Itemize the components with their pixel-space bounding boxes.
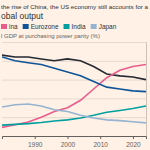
- grid-line: [2, 80, 146, 81]
- series-line: [2, 104, 146, 123]
- x-tick-label: 2000: [61, 141, 76, 148]
- x-tick-mark: [35, 136, 36, 139]
- y-axis-line: [2, 43, 147, 137]
- legend-swatch: [23, 24, 29, 29]
- x-tick-label: 1990: [28, 141, 43, 148]
- legend-label: Eurozone: [31, 23, 59, 30]
- title: the rise of China, the US economy still …: [1, 3, 148, 10]
- y-tick: [2, 117, 146, 118]
- legend-label: ina: [9, 23, 18, 30]
- x-axis: 1990 2000 2010 2020: [3, 136, 147, 148]
- x-tick-mark: [67, 136, 68, 139]
- legend-swatch: [1, 24, 7, 29]
- x-tick-mark: [133, 136, 134, 139]
- legend-swatch: [91, 24, 97, 29]
- chart: the rise of China, the US economy still …: [0, 0, 150, 150]
- x-tick: 2020: [126, 136, 141, 148]
- grid-line: [2, 98, 146, 99]
- x-tick: 2000: [61, 136, 76, 148]
- legend-item: Japan: [91, 23, 117, 31]
- legend-item: ina: [1, 23, 18, 30]
- legend-label: Japan: [99, 23, 117, 31]
- subtitle: l GDP at purchasing power parity (%): [1, 33, 100, 39]
- y-tick: [2, 42, 146, 43]
- legend-label: India: [72, 23, 86, 30]
- legend-item: India: [64, 23, 86, 30]
- series-line: [2, 106, 146, 125]
- y-axis: [2, 43, 147, 137]
- legend-item: Eurozone: [23, 23, 59, 30]
- x-tick-label: 2020: [126, 141, 141, 148]
- x-axis-line: [3, 137, 147, 140]
- plot-area: [2, 55, 146, 127]
- series-line: [2, 57, 146, 92]
- x-tick: 2010: [93, 136, 108, 148]
- legend-swatch: [64, 24, 70, 29]
- y-tick: [2, 80, 146, 81]
- title: obal output: [1, 11, 44, 21]
- x-tick-mark: [100, 136, 101, 139]
- grid-line: [2, 117, 146, 118]
- grid-line: [2, 42, 146, 43]
- series-line: [2, 55, 146, 79]
- x-tick: 1990: [28, 136, 43, 148]
- y-tick: [2, 98, 146, 99]
- x-tick-label: 2010: [93, 141, 108, 148]
